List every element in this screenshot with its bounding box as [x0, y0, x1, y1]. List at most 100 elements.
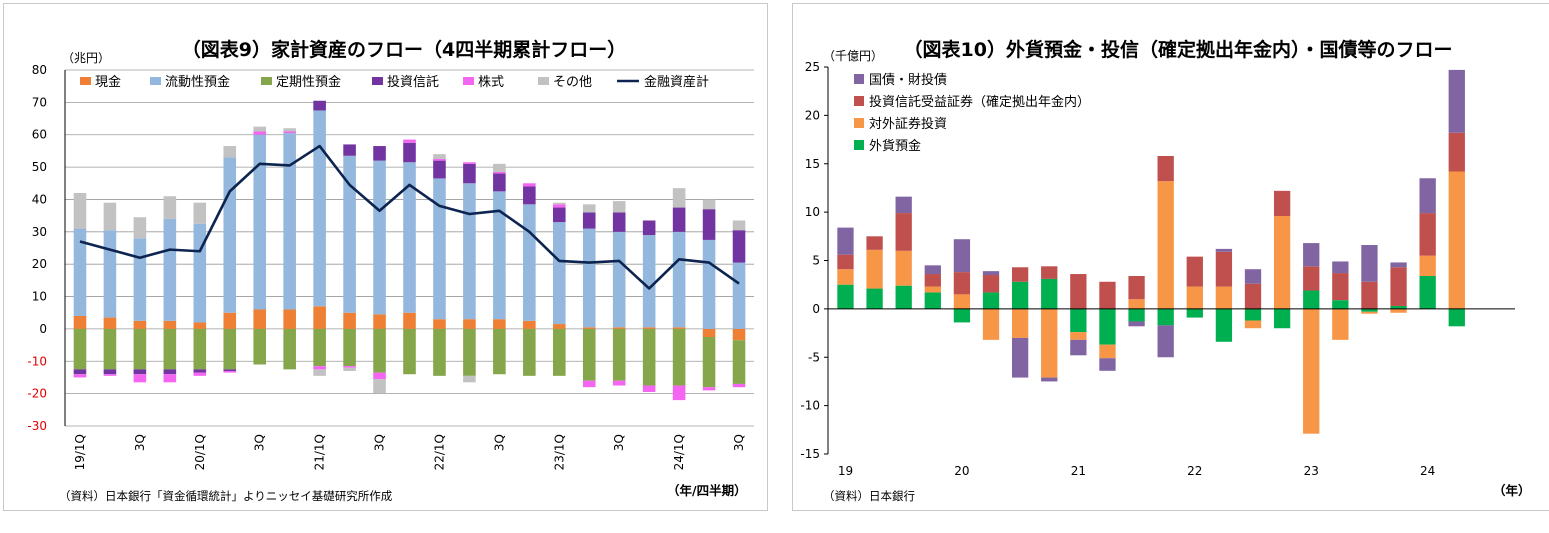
- bar-jgb-19-3Q: [895, 196, 912, 214]
- legend-swatch-liquid: [150, 77, 161, 85]
- bar-jgb-20-3Q: [1011, 337, 1029, 378]
- bar-stock-22-3Q: [493, 171, 506, 174]
- y-tick-label: 80: [32, 63, 47, 77]
- bar-stock-20-3Q: [253, 131, 267, 135]
- bar-trust-23-3Q: [612, 212, 626, 232]
- bar-itrust-24-1Q: [1419, 213, 1436, 256]
- bar-liquid-22-3Q: [493, 191, 506, 320]
- bar-cash-23-1Q: [552, 324, 566, 329]
- bar-cash-19-2Q: [103, 317, 117, 329]
- x-tick-label: 3Q: [133, 434, 147, 451]
- bar-time-21-1Q: [313, 328, 326, 367]
- bar-other-21-2Q: [343, 367, 356, 371]
- bar-cash-22-2Q: [463, 319, 476, 329]
- bar-other-22-3Q: [493, 163, 506, 172]
- fx-trust-jgb-chart: （図表10）外貨預金・投信（確定拠出年金内）・国債等のフロー （千億円） 25 2…: [800, 38, 1530, 503]
- bar-liquid-24-3Q: [732, 262, 746, 329]
- bar-time-19-3Q: [133, 328, 147, 370]
- bar-time-22-3Q: [493, 328, 506, 375]
- bar-time-22-1Q: [433, 328, 446, 376]
- bar-foreign_sec-21-4Q: [1157, 181, 1174, 309]
- bar-foreign_sec-22-1Q: [1186, 286, 1203, 309]
- bar-trust-23-2Q: [582, 212, 596, 229]
- bar-trust-24-1Q: [672, 207, 686, 232]
- bar-trust-22-1Q: [433, 160, 446, 179]
- bar-fx_dep-24-2Q: [1448, 308, 1465, 327]
- bar-other-22-2Q: [463, 375, 476, 383]
- bar-cash-24-3Q: [732, 328, 746, 341]
- bar-other-20-3Q: [253, 126, 267, 132]
- bar-itrust-21-1Q: [1070, 274, 1087, 309]
- bar-cash-22-1Q: [433, 319, 446, 329]
- x-tick-label: 19/1Q: [73, 434, 87, 470]
- bar-other-23-2Q: [582, 204, 596, 213]
- bar-time-21-4Q: [403, 328, 416, 375]
- bar-itrust-21-3Q: [1128, 275, 1145, 300]
- bar-trust-21-4Q: [403, 142, 416, 163]
- bar-fx_dep-23-4Q: [1390, 305, 1407, 309]
- bar-stock-19-2Q: [103, 374, 117, 376]
- bar-foreign_sec-20-3Q: [1011, 308, 1029, 338]
- bar-other-23-1Q: [552, 202, 566, 205]
- bar-foreign_sec-21-2Q: [1099, 344, 1116, 359]
- y-tick-label: 20: [32, 257, 47, 271]
- bar-jgb-21-2Q: [1099, 358, 1116, 371]
- bar-time-24-1Q: [672, 328, 686, 386]
- bar-other-24-2Q: [702, 199, 716, 210]
- bar-itrust-19-4Q: [924, 274, 941, 287]
- legend-swatch-stock: [463, 77, 474, 85]
- bar-cash-19-3Q: [133, 320, 147, 329]
- bar-foreign_sec-20-2Q: [982, 308, 1000, 340]
- bar-foreign_sec-23-3Q: [1361, 311, 1378, 314]
- bar-liquid-19-3Q: [133, 238, 147, 321]
- y-tick-label: 20: [805, 108, 820, 122]
- bar-liquid-22-4Q: [523, 204, 536, 321]
- bar-cash-21-2Q: [343, 312, 356, 329]
- y-tick-label: 60: [32, 128, 47, 142]
- bar-foreign_sec-19-2Q: [866, 249, 883, 289]
- bar-time-21-3Q: [373, 328, 386, 373]
- bar-jgb-22-2Q: [1215, 248, 1233, 252]
- bar-jgb-23-2Q: [1332, 261, 1349, 274]
- bar-fx_dep-23-2Q: [1332, 300, 1349, 309]
- bar-time-23-2Q: [582, 328, 596, 381]
- bar-cash-20-1Q: [193, 322, 207, 329]
- legend-label-trust: 投資信託: [387, 74, 439, 90]
- bar-fx_dep-21-2Q: [1099, 308, 1116, 345]
- bar-cash-20-4Q: [283, 309, 296, 329]
- y-tick-label: 10: [32, 290, 47, 304]
- legend-label-total: 金融資産計: [644, 74, 709, 90]
- legend-swatch-fx_dep: [854, 140, 864, 150]
- bar-liquid-21-1Q: [313, 110, 326, 307]
- chart-panel-household-flow: （図表9）家計資産のフロー（4四半期累計フロー） （兆円） 80 70 60 50 40…: [3, 3, 768, 511]
- bar-stock-20-2Q: [223, 370, 237, 373]
- x-year-label: 22: [1187, 464, 1202, 478]
- bar-time-22-4Q: [523, 328, 536, 376]
- bar-liquid-19-2Q: [103, 230, 117, 318]
- bar-itrust-23-4Q: [1390, 267, 1407, 306]
- bar-liquid-20-4Q: [283, 133, 296, 310]
- bar-itrust-22-2Q: [1215, 251, 1233, 287]
- bar-other-19-3Q: [133, 217, 147, 239]
- bar-other-19-4Q: [163, 196, 177, 219]
- bar-jgb-23-3Q: [1361, 245, 1378, 282]
- bar-stock-22-2Q: [463, 162, 476, 164]
- source-note: （資料）日本銀行「資金循環統計」よりニッセイ基礎研究所作成: [59, 489, 393, 503]
- bar-time-23-4Q: [642, 328, 656, 386]
- bar-liquid-23-2Q: [582, 228, 596, 328]
- legend-swatch-cash: [80, 77, 91, 85]
- bar-cash-23-4Q: [642, 327, 656, 329]
- legend-label-fx_dep: 外貨預金: [869, 138, 921, 154]
- bar-trust-22-4Q: [523, 186, 536, 205]
- x-tick-label: 3Q: [492, 434, 506, 451]
- legend-label-jgb: 国債・財投債: [869, 72, 947, 88]
- bar-jgb-19-1Q: [837, 227, 854, 255]
- bar-fx_dep-20-1Q: [953, 308, 971, 323]
- bar-fx_dep-19-4Q: [924, 292, 941, 309]
- bar-stock-24-3Q: [732, 383, 746, 388]
- bar-stock-22-1Q: [433, 159, 446, 161]
- bar-fx_dep-22-3Q: [1244, 308, 1262, 321]
- chart-panel-fx-trust-jgb-flow: （図表10）外貨預金・投信（確定拠出年金内）・国債等のフロー （千億円） 25 2…: [792, 3, 1549, 511]
- bar-stock-22-4Q: [523, 183, 536, 187]
- y-tick-label: 0: [812, 302, 820, 316]
